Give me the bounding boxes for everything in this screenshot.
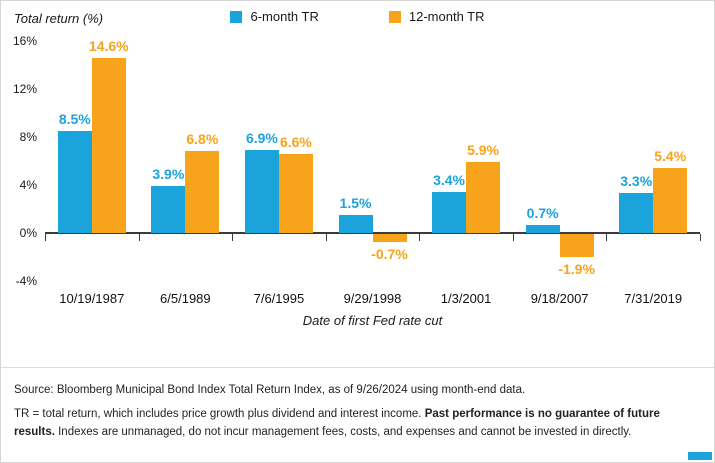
category-label: 10/19/1987 [59,291,125,306]
y-axis-label: 0% [19,226,37,240]
y-axis-label: 8% [19,130,37,144]
bar-12-month-tr [278,153,313,233]
category-label: 9/18/2007 [530,291,589,306]
legend-item: 6-month TR [230,9,319,24]
axis-tick [606,234,608,241]
bar-value-label: -0.7% [371,246,408,263]
disclosure-suffix: Indexes are unmanaged, do not incur mana… [54,425,632,438]
axis-tick [512,234,514,241]
category-label: 1/3/2001 [440,291,492,306]
legend-label: 12-month TR [408,9,485,24]
axis-tick [232,234,234,241]
y-axis-label: 4% [19,178,37,192]
bar-12-month-tr [372,234,407,243]
bar-12-month-tr [466,162,501,233]
bar-value-label: 1.5% [339,195,372,211]
bar-6-month-tr [151,186,186,233]
bar-12-month-tr [91,57,126,233]
x-axis-line [45,232,700,234]
bar-6-month-tr [525,224,560,233]
y-axis-title: Total return (%) [14,11,104,26]
axis-tick [138,234,140,241]
bar-value-label: 8.5% [58,111,91,127]
y-axis-label: 12% [12,82,37,96]
legend-item: 12-month TR [388,9,485,24]
bar-12-month-tr [653,168,688,233]
disclosure-prefix: TR = total return, which includes price … [14,408,425,420]
bar-6-month-tr [338,215,373,233]
chart-legend: 6-month TR 12-month TR [1,9,714,24]
bar-chart: 16% 12% 8% 4% 0% -4% 8.5% 14.6% 10/19/1987 3.9% 6.… [1,1,714,341]
axis-tick [700,234,701,241]
footer-divider [1,367,714,368]
y-axis-label: 16% [12,34,37,48]
source-note: Source: Bloomberg Municipal Bond Index T… [14,384,526,396]
legend-label: 6-month TR [250,9,319,24]
bar-value-label: 5.4% [654,148,687,165]
category-label: 6/5/1989 [160,291,211,306]
legend-swatch-icon [388,10,401,23]
disclosure-bold: Past performance is no guarantee of futu… [14,408,660,438]
bar-value-label: 3.3% [620,173,653,190]
x-axis-title: Date of first Fed rate cut [302,313,443,328]
category-label: 7/31/2019 [624,291,683,306]
bar-value-label: 3.4% [433,172,466,189]
bar-value-label: 3.9% [152,166,185,183]
bar-value-label: 0.7% [526,204,559,221]
bar-value-label: 6.8% [186,131,219,148]
bar-value-label: 14.6% [88,37,129,54]
axis-tick [325,234,327,241]
bar-6-month-tr [432,192,467,233]
legend-swatch-icon [230,10,243,23]
bar-value-label: 6.9% [245,130,278,147]
bar-12-month-tr [185,151,220,233]
bar-value-label: 6.6% [279,133,312,150]
category-label: 7/6/1995 [253,291,305,306]
bar-12-month-tr [559,234,594,257]
axis-tick [419,234,421,241]
category-label: 9/29/1998 [343,291,402,306]
brand-mark [688,452,712,460]
bar-value-label: -1.9% [558,260,595,277]
disclosure-note: TR = total return, which includes price … [14,406,700,442]
bar-6-month-tr [619,193,654,233]
bar-6-month-tr [244,150,279,233]
bar-value-label: 5.9% [467,142,500,159]
bar-6-month-tr [57,131,92,233]
axis-tick [45,234,46,241]
y-axis-label: -4% [15,274,37,288]
